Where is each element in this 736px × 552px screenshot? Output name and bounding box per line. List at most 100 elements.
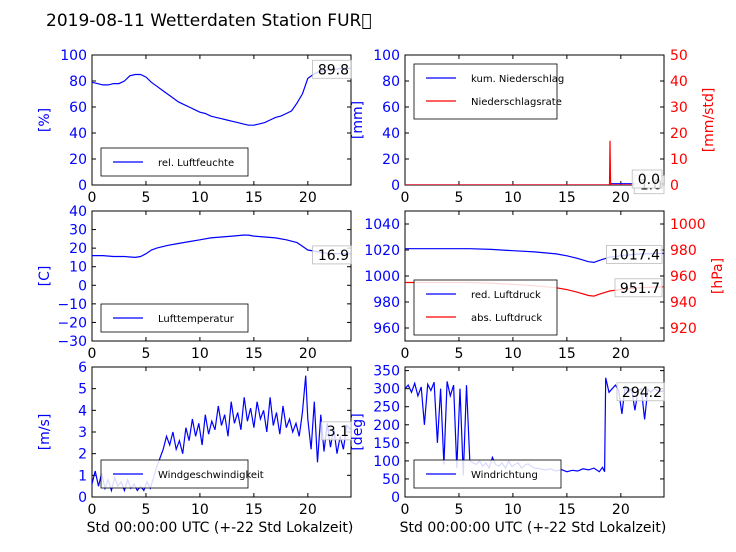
y-tick-label: 960	[373, 321, 400, 337]
y-right-tick-label: 960	[670, 269, 697, 285]
panel-relative-humidity: 0 5 10 15 20 0 20 40 60 80 100 [%] rel. Luftfeuchte 8…	[37, 48, 352, 206]
last-value-label: 16.9	[318, 248, 349, 264]
legend-box	[413, 279, 558, 336]
y-tick-label: 5	[78, 382, 87, 398]
y-tick-label: −20	[57, 315, 87, 331]
series-line-0	[92, 67, 351, 126]
legend-label: red. Luftdruck	[471, 290, 541, 301]
y-tick-label: 300	[373, 382, 400, 398]
x-tick-label: 5	[454, 190, 463, 206]
y-right-tick-label: 30	[670, 100, 688, 116]
y-tick-label: −10	[57, 297, 87, 313]
figure-title: 2019-08-11 Wetterdaten Station FUR 	[46, 11, 372, 31]
y-tick-label: 50	[382, 472, 400, 488]
x-tick-label: 0	[88, 346, 97, 362]
last-value-label-1: 951.7	[620, 281, 660, 297]
y-tick-label: 40	[69, 204, 87, 220]
legend-label: Windrichtung	[471, 470, 538, 481]
x-tick-label: 5	[141, 346, 150, 362]
x-tick-label: 15	[245, 502, 263, 518]
legend-label: kum. Niederschlag	[471, 74, 564, 85]
y-tick-label: 6	[78, 360, 87, 376]
y-tick-label: 100	[373, 48, 400, 64]
y-axis-label: [m/s]	[37, 414, 53, 451]
y-tick-label: 250	[373, 400, 400, 416]
y-tick-label: 60	[69, 100, 87, 116]
legend-box	[100, 147, 249, 177]
y-right-tick-label: 10	[670, 152, 688, 168]
legend-label: abs. Luftdruck	[471, 313, 542, 324]
y-tick-label: −30	[57, 334, 87, 350]
x-tick-label: 0	[401, 502, 410, 518]
series-line-1	[405, 140, 664, 185]
x-tick-label: 15	[245, 190, 263, 206]
y-axis-label: [mm]	[350, 101, 366, 139]
x-tick-label: 10	[191, 190, 209, 206]
y-tick-label: 0	[391, 178, 400, 194]
y-tick-label: 150	[373, 436, 400, 452]
x-tick-label: 15	[558, 190, 576, 206]
x-tick-label: 15	[245, 346, 263, 362]
last-value-label: 294.2	[622, 385, 662, 401]
x-tick-label: 15	[558, 346, 576, 362]
y-right-tick-label: 1000	[670, 217, 706, 233]
y-right-tick-label: 40	[670, 74, 688, 90]
y-right-tick-label: 920	[670, 321, 697, 337]
x-tick-label: 20	[612, 502, 630, 518]
x-tick-label: 10	[191, 502, 209, 518]
x-axis-label-left: Std 00:00:00 UTC (+-22 Std Lokalzeit)	[87, 520, 354, 536]
y-tick-label: 80	[69, 74, 87, 90]
y-tick-label: 200	[373, 418, 400, 434]
y-tick-label: 20	[69, 152, 87, 168]
x-tick-label: 5	[454, 346, 463, 362]
x-tick-label: 5	[141, 190, 150, 206]
x-tick-label: 0	[401, 346, 410, 362]
y-tick-label: 40	[69, 126, 87, 142]
y-right-tick-label: 0	[670, 178, 679, 194]
last-value-label-box	[320, 421, 352, 441]
last-value-label-0-box	[606, 244, 663, 264]
y-tick-label: 0	[391, 490, 400, 506]
x-tick-label: 10	[504, 502, 522, 518]
x-tick-label: 15	[558, 502, 576, 518]
last-value-label-right-box	[631, 169, 663, 189]
y-tick-label: 1020	[364, 243, 400, 259]
y-right-tick-label: 20	[670, 126, 688, 142]
y-tick-label: 980	[373, 295, 400, 311]
x-tick-label: 5	[141, 502, 150, 518]
y-tick-label: 10	[69, 260, 87, 276]
panel-air-pressure: 0 5 10 15 20 960 980 1000 1020 1040 920 940 960 980 10…	[364, 210, 726, 362]
x-axis-label-right: Std 00:00:00 UTC (+-22 Std Lokalzeit)	[400, 520, 667, 536]
x-tick-label: 20	[299, 190, 317, 206]
y-tick-label: 1000	[364, 269, 400, 285]
y-tick-label: 100	[373, 454, 400, 470]
y-tick-label: 1	[78, 468, 87, 484]
panel-wind-speed: 0 5 10 15 20 0 1 2 3 4 5 6 [m/s] Windgeschwindigkeit 3…	[37, 360, 352, 518]
last-value-label: 89.8	[318, 62, 349, 78]
y-tick-label: 0	[78, 178, 87, 194]
y-axis-label: [C]	[37, 266, 53, 287]
y-axis-label: [deg]	[350, 413, 366, 450]
y-tick-label: 0	[78, 490, 87, 506]
y-axis-label-right: [mm/std]	[701, 88, 717, 153]
x-tick-label: 10	[504, 346, 522, 362]
y-right-tick-label: 980	[670, 243, 697, 259]
y-tick-label: 60	[382, 100, 400, 116]
legend-label: Windgeschwindigkeit	[158, 470, 264, 481]
legend-box	[413, 63, 558, 120]
x-tick-label: 20	[299, 346, 317, 362]
x-tick-label: 0	[401, 190, 410, 206]
last-value-label-box	[312, 59, 352, 79]
last-value-label-box	[312, 245, 352, 265]
y-right-tick-label: 940	[670, 295, 697, 311]
x-tick-label: 10	[504, 190, 522, 206]
y-tick-label: 80	[382, 74, 400, 90]
x-tick-label: 20	[299, 502, 317, 518]
y-tick-label: 1040	[364, 217, 400, 233]
y-right-tick-label: 50	[670, 48, 688, 64]
y-tick-label: 20	[382, 152, 400, 168]
x-tick-label: 0	[88, 502, 97, 518]
y-tick-label: 4	[78, 403, 87, 419]
y-tick-label: 20	[69, 241, 87, 257]
